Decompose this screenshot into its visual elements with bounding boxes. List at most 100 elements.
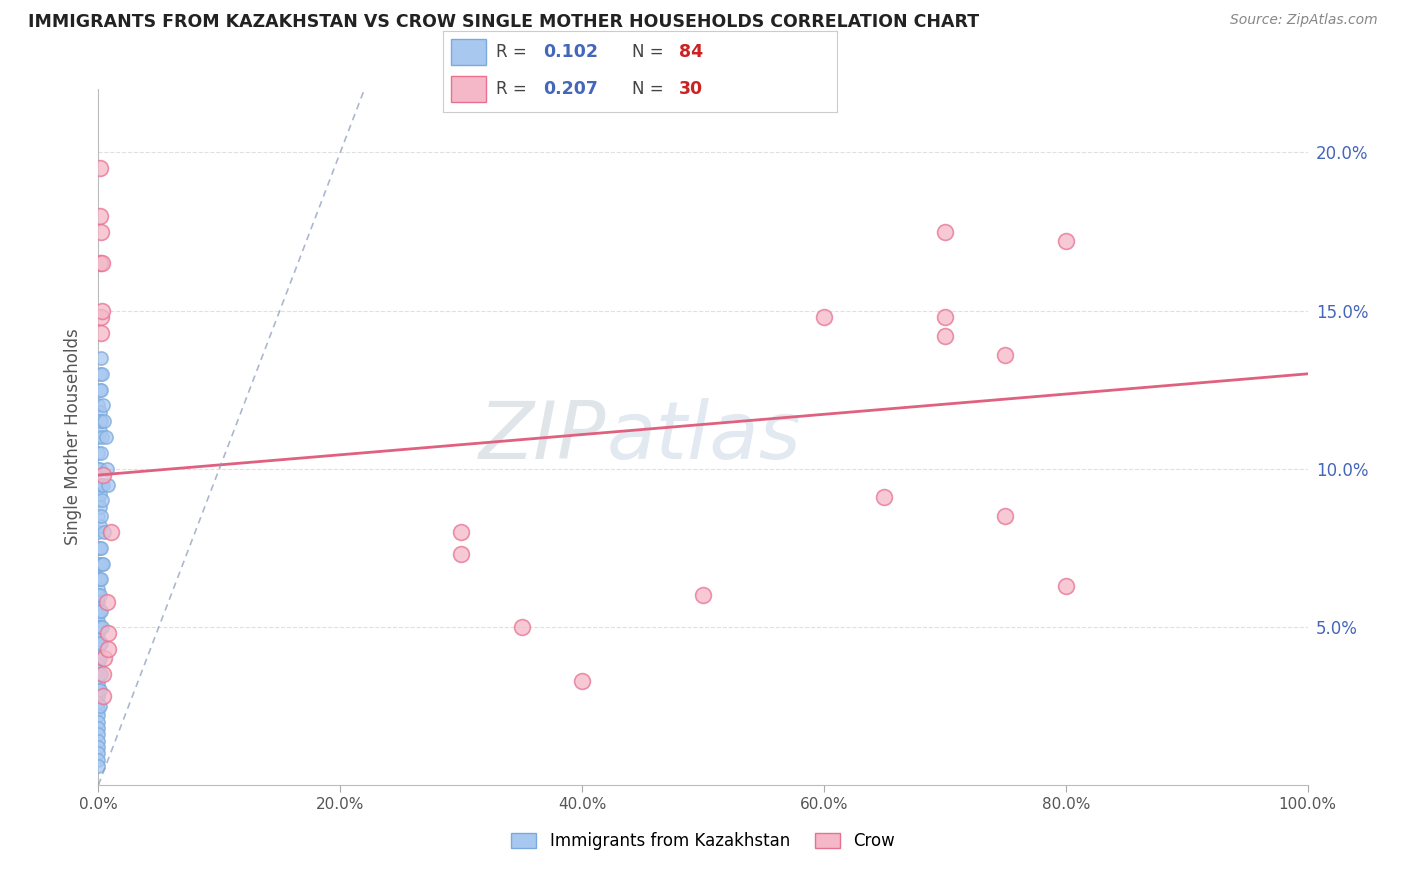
Point [91, 477, 114, 491]
Point [87, 651, 110, 665]
Point [87, 747, 110, 761]
Text: 84: 84 [679, 43, 703, 61]
Point [87, 399, 110, 413]
Point [87, 753, 110, 767]
Point [87, 607, 110, 622]
Point [93, 524, 115, 539]
Point [87, 524, 110, 539]
Point [87, 430, 110, 444]
Point [87, 670, 110, 684]
Point [91, 399, 114, 413]
Point [90, 225, 112, 239]
Point [87, 509, 110, 524]
Point [934, 310, 956, 324]
Point [89, 651, 111, 665]
Point [87, 683, 110, 698]
Point [89, 557, 111, 571]
Point [87, 727, 110, 741]
Point [89, 209, 111, 223]
Point [91, 620, 114, 634]
Point [934, 329, 956, 343]
Text: N =: N = [631, 43, 669, 61]
Point [994, 509, 1017, 524]
Point [87, 721, 110, 735]
Point [89, 573, 111, 587]
Point [89, 414, 111, 428]
Point [87, 645, 110, 659]
FancyBboxPatch shape [451, 39, 486, 65]
Point [94, 430, 117, 444]
Point [90, 541, 112, 555]
Point [87, 582, 110, 596]
Point [89, 683, 111, 698]
Point [91, 557, 114, 571]
Point [89, 461, 111, 475]
Point [87, 557, 110, 571]
Point [87, 461, 110, 475]
Point [91, 493, 114, 508]
Point [873, 490, 896, 504]
Point [813, 310, 835, 324]
FancyBboxPatch shape [451, 76, 486, 102]
Point [87, 541, 110, 555]
Point [87, 626, 110, 640]
Point [87, 614, 110, 628]
Point [89, 405, 111, 419]
Point [90, 326, 112, 340]
Point [91, 468, 114, 483]
Point [87, 696, 110, 710]
Point [90, 446, 112, 460]
Legend: Immigrants from Kazakhstan, Crow: Immigrants from Kazakhstan, Crow [505, 825, 901, 856]
Point [93, 651, 115, 665]
Point [97, 642, 120, 657]
Point [87, 657, 110, 672]
Point [89, 698, 111, 713]
Y-axis label: Single Mother Households: Single Mother Households [65, 329, 83, 545]
Point [96, 461, 118, 475]
Point [89, 541, 111, 555]
Point [450, 524, 472, 539]
Point [571, 673, 593, 688]
Point [91, 557, 114, 571]
Point [89, 667, 111, 681]
Point [87, 690, 110, 704]
Text: Source: ZipAtlas.com: Source: ZipAtlas.com [1230, 13, 1378, 28]
Point [994, 348, 1017, 362]
Point [87, 573, 110, 587]
Point [90, 351, 112, 365]
Text: N =: N = [631, 80, 669, 98]
Point [93, 414, 115, 428]
Point [87, 588, 110, 602]
Point [90, 635, 112, 649]
Point [87, 620, 110, 634]
Point [1054, 579, 1077, 593]
Point [510, 620, 533, 634]
Point [89, 161, 111, 176]
Point [89, 256, 111, 270]
Point [692, 588, 714, 602]
Point [89, 500, 111, 514]
Point [91, 256, 114, 270]
Point [90, 667, 112, 681]
Point [87, 632, 110, 647]
Point [1054, 234, 1077, 248]
Point [89, 604, 111, 618]
Point [89, 487, 111, 501]
Point [87, 714, 110, 729]
Point [87, 702, 110, 716]
Point [89, 367, 111, 381]
Point [89, 383, 111, 397]
Point [87, 446, 110, 460]
Text: ZIP: ZIP [479, 398, 606, 476]
Point [89, 518, 111, 533]
Point [89, 588, 111, 602]
Text: 0.102: 0.102 [543, 43, 599, 61]
Point [90, 509, 112, 524]
Point [91, 303, 114, 318]
Point [87, 493, 110, 508]
Point [90, 414, 112, 428]
Point [91, 367, 114, 381]
Point [90, 477, 112, 491]
Point [89, 635, 111, 649]
Point [89, 620, 111, 634]
